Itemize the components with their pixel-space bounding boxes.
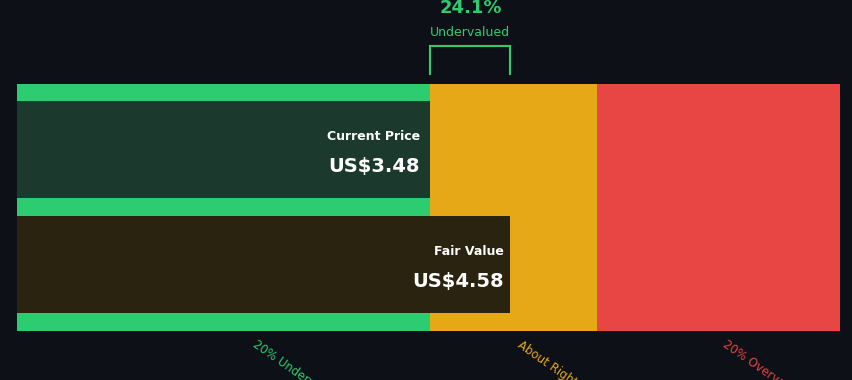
Text: US$4.58: US$4.58 bbox=[412, 272, 503, 291]
Bar bbox=[17, 216, 509, 313]
Text: 20% Overvalued: 20% Overvalued bbox=[719, 338, 807, 380]
Text: 24.1%: 24.1% bbox=[439, 0, 501, 17]
Text: Fair Value: Fair Value bbox=[434, 245, 503, 258]
Bar bbox=[596, 84, 839, 331]
Text: Current Price: Current Price bbox=[326, 130, 419, 143]
Bar bbox=[17, 84, 429, 331]
Bar bbox=[17, 313, 429, 331]
Text: 20% Undervalued: 20% Undervalued bbox=[250, 338, 343, 380]
Text: About Right: About Right bbox=[515, 338, 579, 380]
Text: US$3.48: US$3.48 bbox=[328, 157, 419, 176]
Text: Undervalued: Undervalued bbox=[429, 26, 509, 39]
Bar bbox=[17, 101, 429, 198]
Bar bbox=[429, 84, 596, 331]
Bar bbox=[17, 84, 429, 101]
Bar bbox=[17, 198, 429, 216]
